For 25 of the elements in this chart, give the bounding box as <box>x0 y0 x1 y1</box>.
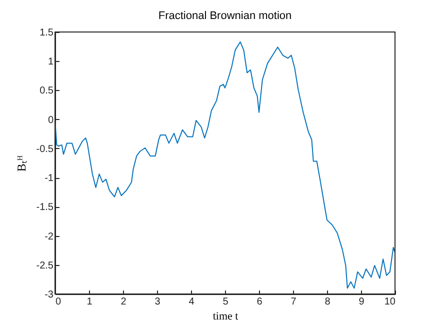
y-tick-label: -2 <box>44 231 54 242</box>
y-tick-label: -1.5 <box>36 202 54 214</box>
x-tick-label: 8 <box>324 296 331 308</box>
y-tick-label: -3 <box>44 290 54 300</box>
y-tick-label: 1.5 <box>40 28 54 38</box>
x-tick-label: 10 <box>384 296 396 308</box>
y-tick-label: 1 <box>48 56 54 68</box>
x-tick-label: 6 <box>256 296 263 308</box>
x-tick-label: 9 <box>358 296 365 308</box>
y-tick-label: -2.5 <box>36 260 54 272</box>
x-tick-label: 3 <box>154 296 161 308</box>
y-tick-label: -0.5 <box>36 144 54 155</box>
y-tick-label: 0 <box>48 114 54 126</box>
line-series <box>55 41 395 289</box>
x-tick-label: 7 <box>290 296 297 308</box>
x-axis-title: time t <box>212 310 238 322</box>
y-tick-label: 0.5 <box>40 86 54 97</box>
x-tick-label: 4 <box>188 296 195 308</box>
chart-title: Fractional Brownian motion <box>158 10 292 22</box>
y-tick-label: -1 <box>44 173 54 184</box>
x-tick-label: 1 <box>86 296 93 308</box>
x-tick-label: 5 <box>222 296 229 308</box>
y-axis-title: Bₜᴴ <box>14 154 28 172</box>
x-tick-label: 0 <box>56 296 62 308</box>
x-tick-label: 2 <box>120 296 127 308</box>
